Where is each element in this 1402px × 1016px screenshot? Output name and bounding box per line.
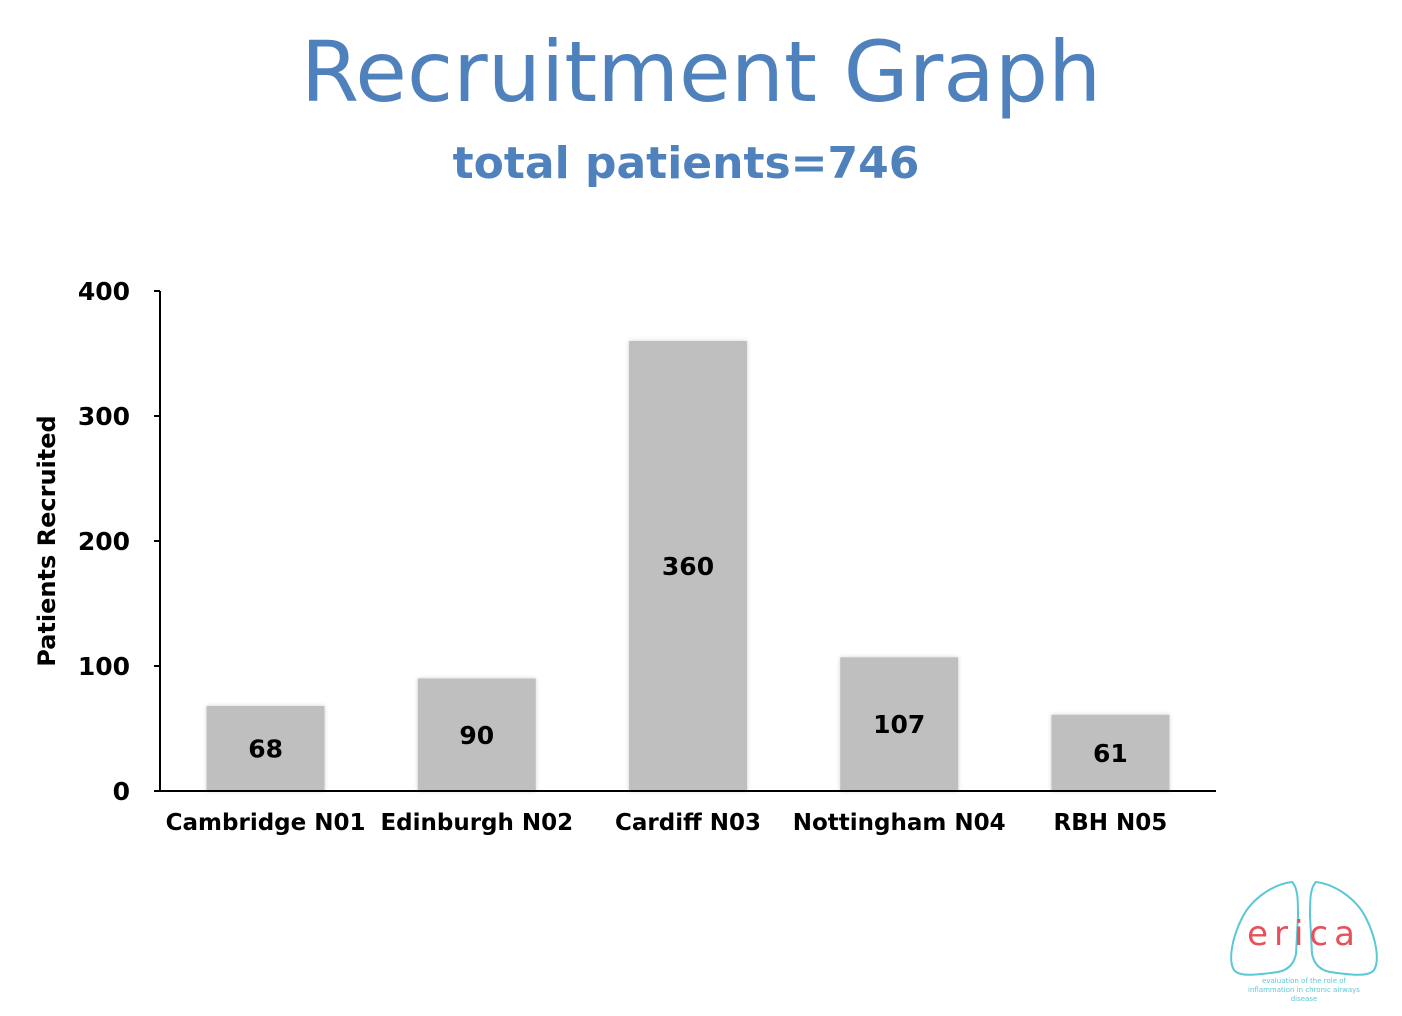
x-tick-label: Cambridge N01 [166, 810, 366, 836]
logo-tagline: evaluation of the role of inflammation i… [1244, 977, 1364, 1004]
x-tick-label: Nottingham N04 [793, 810, 1006, 836]
data-label: 90 [459, 721, 494, 750]
logo-wordmark: erica [1222, 914, 1386, 954]
erica-logo: erica evaluation of the role of inflamma… [1222, 876, 1386, 1008]
y-axis-title: Patients Recruited [33, 415, 61, 666]
y-tick-label: 0 [113, 777, 130, 806]
x-tick-label: RBH N05 [1054, 810, 1168, 836]
x-tick-label: Edinburgh N02 [380, 810, 573, 836]
data-label: 107 [873, 710, 925, 739]
y-tick-label: 300 [78, 402, 130, 431]
y-tick-label: 200 [78, 527, 130, 556]
data-label: 68 [248, 735, 283, 764]
data-label: 61 [1093, 739, 1128, 768]
x-tick-label: Cardiff N03 [615, 810, 761, 836]
y-tick-label: 100 [78, 652, 130, 681]
y-tick-label: 400 [78, 277, 130, 306]
data-label: 360 [662, 552, 714, 581]
